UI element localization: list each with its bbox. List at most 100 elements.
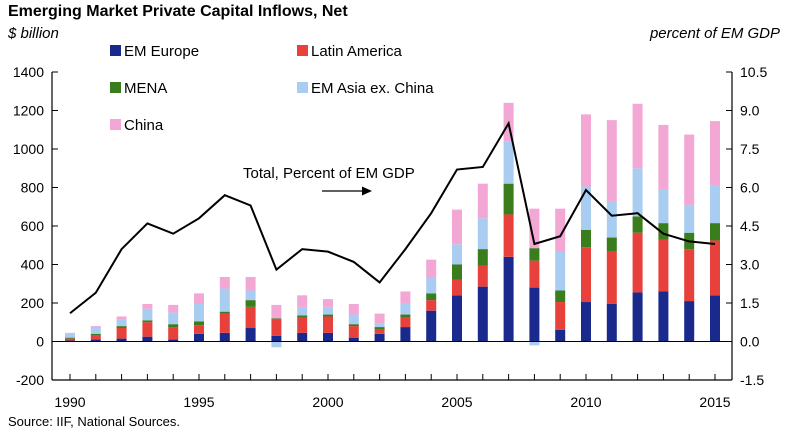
bar-segment-em-europe bbox=[658, 291, 669, 342]
bar-segment-em-asia-ex-china bbox=[297, 306, 308, 316]
left-tick-label: -200 bbox=[16, 372, 44, 388]
bar-segment-mena bbox=[374, 327, 385, 329]
bar-segment-em-europe bbox=[142, 336, 153, 342]
bar-segment-em-asia-ex-china bbox=[581, 186, 591, 230]
bar-segment-latin-america bbox=[477, 265, 488, 287]
bar-segment-latin-america bbox=[606, 251, 617, 304]
left-tick-label: 1200 bbox=[13, 103, 44, 119]
left-tick-label: 200 bbox=[21, 295, 45, 311]
bar-segment-china bbox=[400, 291, 411, 303]
bar-segment-mena bbox=[90, 333, 101, 336]
bar-segment-china bbox=[245, 277, 256, 291]
bar-segment-mena bbox=[529, 248, 540, 261]
bar-segment-mena bbox=[271, 318, 282, 320]
bar-segment-latin-america bbox=[503, 214, 514, 257]
bar-segment-latin-america bbox=[271, 319, 282, 336]
right-tick-label: 7.5 bbox=[740, 141, 760, 157]
bar-segment-mena bbox=[219, 311, 230, 314]
bar-segment-mena bbox=[65, 337, 75, 339]
bar-segment-em-europe bbox=[374, 333, 385, 342]
bar-segment-em-europe bbox=[632, 292, 643, 342]
right-tick-label: 6.0 bbox=[740, 180, 760, 196]
bar-segment-em-asia-ex-china bbox=[426, 277, 437, 294]
bar-segment-latin-america bbox=[142, 322, 153, 337]
bar-segment-em-asia-ex-china bbox=[452, 244, 462, 265]
bar-segment-mena bbox=[245, 300, 256, 307]
bar-segment-latin-america bbox=[374, 328, 385, 334]
bar-segment-china bbox=[323, 299, 333, 307]
bar-segment-em-asia-ex-china bbox=[116, 319, 127, 327]
bar-segment-em-asia-ex-china bbox=[529, 341, 540, 346]
bar-segment-china bbox=[142, 303, 153, 309]
bar-segment-em-asia-ex-china bbox=[710, 185, 720, 224]
bar-segment-em-europe bbox=[245, 328, 256, 342]
bar-segment-latin-america bbox=[529, 260, 540, 288]
bar-segment-em-europe bbox=[710, 295, 720, 342]
bar-segment-em-asia-ex-china bbox=[400, 303, 411, 315]
bar-segment-em-asia-ex-china bbox=[219, 288, 230, 312]
bar-segment-latin-america bbox=[426, 300, 437, 311]
bar-segment-mena bbox=[323, 314, 333, 317]
bar-segment-latin-america bbox=[168, 327, 179, 340]
bar-segment-em-europe bbox=[400, 327, 411, 342]
bar-segment-latin-america bbox=[116, 328, 127, 339]
bar-segment-latin-america bbox=[297, 317, 308, 333]
bar-segment-latin-america bbox=[219, 313, 230, 333]
bar-segment-latin-america bbox=[684, 249, 695, 302]
bar-segment-latin-america bbox=[632, 232, 643, 293]
bar-segment-em-europe bbox=[323, 332, 333, 342]
bar-segment-china bbox=[606, 120, 617, 201]
bar-segment-em-asia-ex-china bbox=[658, 189, 669, 224]
bar-segment-mena bbox=[581, 229, 591, 248]
bar-segment-china bbox=[65, 332, 75, 334]
bar-segment-em-europe bbox=[194, 333, 204, 342]
left-tick-label: 800 bbox=[21, 180, 45, 196]
bar-segment-em-europe bbox=[116, 338, 127, 342]
bar-segment-mena bbox=[297, 315, 308, 318]
bar-segment-latin-america bbox=[581, 247, 591, 303]
bar-segment-em-asia-ex-china bbox=[477, 218, 488, 250]
legend-label-em-europe: EM Europe bbox=[124, 43, 199, 60]
right-tick-label: 3.0 bbox=[740, 257, 760, 273]
bar-segment-em-asia-ex-china bbox=[142, 308, 153, 321]
bar-segment-china bbox=[116, 316, 127, 320]
bar-segment-em-asia-ex-china bbox=[632, 168, 643, 217]
bar-segment-em-asia-ex-china bbox=[168, 312, 179, 325]
bar-segment-mena bbox=[168, 324, 179, 328]
bar-segment-em-europe bbox=[684, 301, 695, 342]
legend-label-china: China bbox=[124, 117, 164, 134]
bar-segment-em-europe bbox=[503, 256, 514, 342]
bar-segment-em-asia-ex-china bbox=[348, 314, 359, 325]
bar-segment-em-europe bbox=[477, 286, 488, 342]
bar-segment-mena bbox=[116, 326, 127, 329]
left-tick-label: 400 bbox=[21, 257, 45, 273]
left-tick-label: 1000 bbox=[13, 141, 44, 157]
legend-swatch-latin-america bbox=[297, 45, 308, 56]
legend-label-em-asia-ex-china: EM Asia ex. China bbox=[311, 80, 434, 97]
bar-segment-china bbox=[555, 208, 566, 252]
bar-segment-em-europe bbox=[581, 302, 591, 342]
bar-segment-china bbox=[90, 326, 101, 329]
bar-segment-latin-america bbox=[348, 326, 359, 338]
right-tick-label: 1.5 bbox=[740, 295, 760, 311]
bar-segment-em-asia-ex-china bbox=[503, 141, 514, 184]
bar-segment-em-asia-ex-china bbox=[65, 333, 75, 338]
bar-segment-china bbox=[297, 295, 308, 307]
bar-segment-china bbox=[529, 208, 540, 249]
bar-segment-mena bbox=[426, 293, 437, 301]
bar-segment-mena bbox=[606, 237, 617, 252]
bar-segment-em-europe bbox=[297, 332, 308, 342]
bar-segment-latin-america bbox=[65, 338, 75, 341]
bar-segment-china bbox=[581, 114, 591, 187]
bar-segment-mena bbox=[142, 320, 153, 323]
bar-segment-latin-america bbox=[245, 306, 256, 329]
bar-segment-china bbox=[374, 313, 385, 324]
bar-segment-mena bbox=[503, 183, 514, 215]
bar-segment-em-asia-ex-china bbox=[684, 204, 695, 233]
x-tick-label: 1995 bbox=[183, 394, 214, 410]
bar-segment-china bbox=[426, 259, 437, 278]
annotation-arrow-head bbox=[362, 186, 372, 196]
bar-segment-china bbox=[632, 103, 643, 169]
bar-segment-china bbox=[348, 303, 359, 315]
